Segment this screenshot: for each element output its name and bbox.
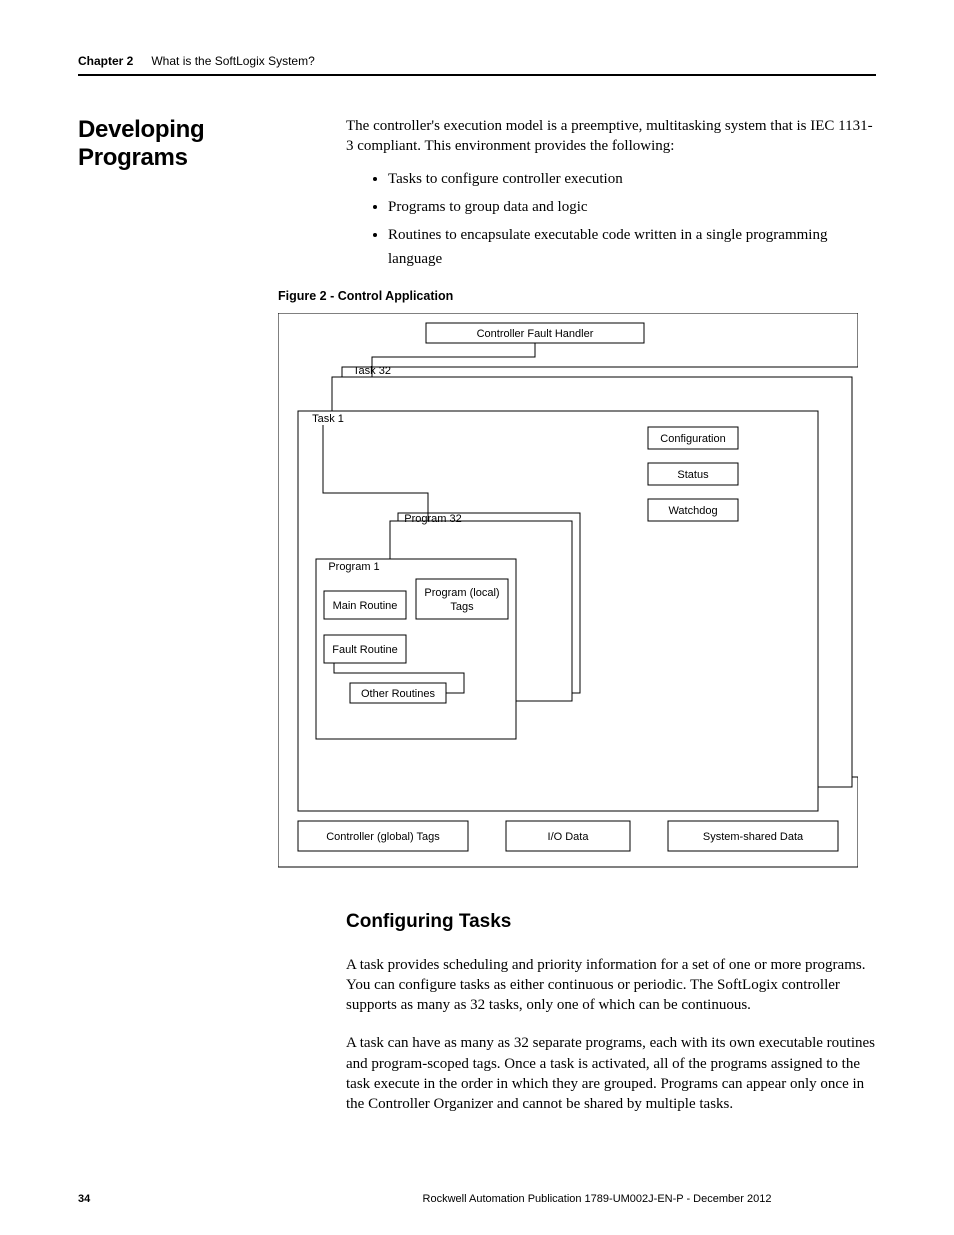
section-heading: Developing Programs bbox=[78, 116, 318, 172]
svg-text:Configuration: Configuration bbox=[660, 432, 725, 444]
right-column: The controller's execution model is a pr… bbox=[346, 116, 876, 275]
svg-text:Fault Routine: Fault Routine bbox=[332, 643, 397, 655]
svg-text:Watchdog: Watchdog bbox=[668, 504, 717, 516]
chapter-label: Chapter 2 bbox=[78, 54, 133, 68]
svg-text:I/O Data: I/O Data bbox=[548, 830, 590, 842]
svg-text:Other Routines: Other Routines bbox=[361, 687, 435, 699]
intro-paragraph: The controller's execution model is a pr… bbox=[346, 116, 876, 157]
svg-text:Task 1: Task 1 bbox=[312, 412, 344, 424]
page-number: 34 bbox=[78, 1193, 318, 1205]
page-footer: 34 Rockwell Automation Publication 1789-… bbox=[78, 1193, 876, 1205]
svg-text:Main Routine: Main Routine bbox=[333, 599, 398, 611]
configuring-tasks-section: Configuring Tasks A task provides schedu… bbox=[346, 911, 876, 1115]
subsection-p2: A task can have as many as 32 separate p… bbox=[346, 1033, 876, 1114]
svg-text:Program (local): Program (local) bbox=[424, 586, 499, 598]
figure-caption: Figure 2 - Control Application bbox=[278, 289, 876, 303]
publication-id: Rockwell Automation Publication 1789-UM0… bbox=[318, 1193, 876, 1205]
chapter-title: What is the SoftLogix System? bbox=[151, 54, 314, 68]
list-item: Tasks to configure controller execution bbox=[388, 167, 876, 191]
svg-text:Controller Fault Handler: Controller Fault Handler bbox=[477, 327, 594, 339]
control-application-diagram: Controller Fault HandlerTask 32Task 1Con… bbox=[278, 313, 858, 871]
page-header: Chapter 2 What is the SoftLogix System? bbox=[78, 54, 876, 74]
subsection-p1: A task provides scheduling and priority … bbox=[346, 955, 876, 1016]
svg-text:Tags: Tags bbox=[450, 600, 474, 612]
bullet-list: Tasks to configure controller execution … bbox=[388, 167, 876, 271]
svg-text:Program 1: Program 1 bbox=[328, 560, 379, 572]
main-columns: Developing Programs The controller's exe… bbox=[78, 116, 876, 275]
svg-text:System-shared Data: System-shared Data bbox=[703, 830, 804, 842]
header-rule bbox=[78, 74, 876, 76]
list-item: Programs to group data and logic bbox=[388, 195, 876, 219]
svg-text:Controller (global) Tags: Controller (global) Tags bbox=[326, 830, 440, 842]
subsection-heading: Configuring Tasks bbox=[346, 911, 876, 933]
svg-text:Status: Status bbox=[677, 468, 709, 480]
list-item: Routines to encapsulate executable code … bbox=[388, 223, 876, 271]
svg-text:Program 32: Program 32 bbox=[404, 512, 461, 524]
left-column: Developing Programs bbox=[78, 116, 318, 275]
